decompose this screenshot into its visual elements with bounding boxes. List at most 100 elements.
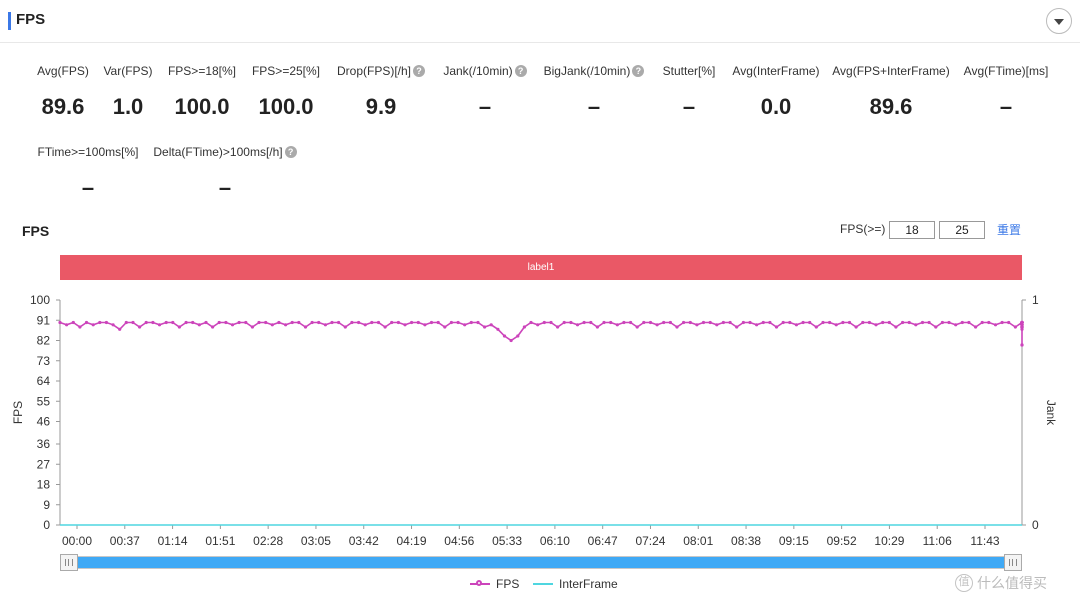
metric-label-text: FPS>=25[%] — [251, 64, 321, 78]
help-icon[interactable]: ? — [514, 65, 527, 77]
collapse-button[interactable] — [1046, 8, 1072, 34]
fps-point — [562, 320, 566, 325]
reset-button[interactable]: 重置 — [997, 223, 1022, 237]
fps-point — [821, 320, 825, 325]
fps-point — [191, 320, 195, 325]
metric-label-text: Drop(FPS)[/h] — [336, 64, 411, 78]
fps-point — [1020, 327, 1024, 331]
metric-label-text: Jank(/10min) — [443, 64, 513, 78]
fps-point — [569, 320, 573, 325]
metric-label: Avg(FPS+InterFrame) — [826, 64, 956, 78]
fps-point — [556, 325, 560, 329]
fps-point — [980, 320, 984, 325]
fps-point — [688, 320, 692, 325]
fps-point — [682, 320, 686, 325]
fps-point — [582, 320, 586, 325]
metric-label: Delta(FTime)>100ms[/h]? — [145, 145, 305, 159]
fps-point — [58, 320, 62, 325]
legend-item-interframe[interactable]: InterFrame — [533, 577, 618, 591]
fps-point — [609, 320, 613, 325]
y2-axis-title: Jank — [1044, 400, 1058, 426]
x-tick-label: 05:33 — [492, 534, 522, 548]
fps-point — [224, 320, 228, 325]
fps-point — [71, 320, 75, 325]
chevron-down-icon — [1054, 19, 1064, 25]
fps-point — [416, 320, 420, 325]
threshold-input-1[interactable] — [889, 221, 935, 239]
metric-label: Avg(FPS) — [0, 64, 128, 78]
fps-point — [748, 320, 752, 325]
fps-point — [828, 320, 832, 325]
fps-point — [456, 320, 460, 325]
panel-header: FPS — [0, 0, 1080, 43]
fps-point — [469, 320, 473, 325]
fps-point — [907, 320, 911, 325]
grip-icon — [1009, 559, 1017, 566]
y-tick-label: 27 — [37, 457, 51, 471]
metric-label-text: Avg(FPS+InterFrame) — [832, 64, 950, 78]
fps-point — [343, 325, 347, 329]
legend-item-fps[interactable]: FPS — [470, 577, 519, 591]
fps-point — [668, 320, 673, 325]
help-icon[interactable]: ? — [284, 146, 297, 158]
fps-point — [993, 323, 998, 327]
metric-label: Avg(InterFrame) — [711, 64, 841, 78]
metric-avg-fps: Avg(FPS) 89.6 — [0, 64, 128, 120]
fps-point — [350, 320, 354, 325]
threshold-input-2[interactable] — [939, 221, 985, 239]
y-tick-label: 64 — [37, 374, 51, 388]
fps-point — [516, 334, 520, 338]
x-tick-label: 03:05 — [301, 534, 331, 548]
fps-point — [575, 323, 580, 327]
fps-point — [376, 320, 381, 325]
slider-handle-right[interactable] — [1004, 554, 1022, 571]
fps-point — [476, 320, 480, 325]
metric-stutter: Stutter[%] – — [624, 64, 754, 120]
slider-track[interactable] — [60, 556, 1022, 569]
series-fps-line — [59, 320, 1023, 345]
fps-point — [284, 323, 288, 327]
fps-point — [960, 320, 964, 325]
y-tick-label: 18 — [37, 478, 51, 492]
fps-point — [788, 320, 792, 325]
metric-bigjank-10min: BigJank(/10min)? – — [529, 64, 659, 120]
help-icon[interactable]: ? — [632, 65, 645, 77]
metric-value: – — [218, 175, 232, 200]
fps-point — [728, 320, 732, 325]
y-tick-label: 0 — [43, 518, 50, 532]
fps-point — [131, 320, 135, 325]
slider-handle-left[interactable] — [60, 554, 78, 571]
fps-point — [920, 320, 925, 325]
metric-label-text: Stutter[%] — [662, 64, 716, 78]
x-tick-label: 01:14 — [158, 534, 188, 548]
fps-point — [244, 320, 248, 325]
fps-point — [675, 325, 679, 329]
chart-title: FPS — [22, 223, 50, 239]
fps-point — [230, 323, 235, 327]
metric-label: FPS>=18[%] — [137, 64, 267, 78]
fps-point — [65, 323, 69, 327]
fps-point — [529, 320, 533, 325]
x-tick-label: 09:52 — [827, 534, 857, 548]
fps-point — [642, 320, 646, 325]
fps-point — [157, 323, 162, 327]
y-tick-label: 9 — [43, 498, 50, 512]
metric-value: – — [81, 175, 95, 200]
fps-point — [934, 325, 938, 329]
fps-point — [403, 323, 407, 327]
help-icon[interactable]: ? — [413, 65, 425, 77]
fps-point — [489, 323, 493, 327]
fps-point — [761, 320, 765, 325]
fps-point — [436, 320, 440, 325]
metric-ftime-100ms: FTime>=100ms[%] – — [8, 145, 168, 201]
x-tick-label: 09:15 — [779, 534, 809, 548]
y-tick-label: 100 — [30, 293, 50, 307]
fps-point — [177, 325, 181, 329]
fps-point — [755, 323, 759, 327]
metric-label: FTime>=100ms[%] — [8, 145, 168, 159]
fps-point — [542, 320, 546, 325]
metric-value: 9.9 — [365, 94, 397, 119]
metric-label-text: BigJank(/10min) — [543, 64, 631, 78]
time-range-slider[interactable] — [60, 554, 1022, 571]
fps-point — [635, 325, 639, 329]
